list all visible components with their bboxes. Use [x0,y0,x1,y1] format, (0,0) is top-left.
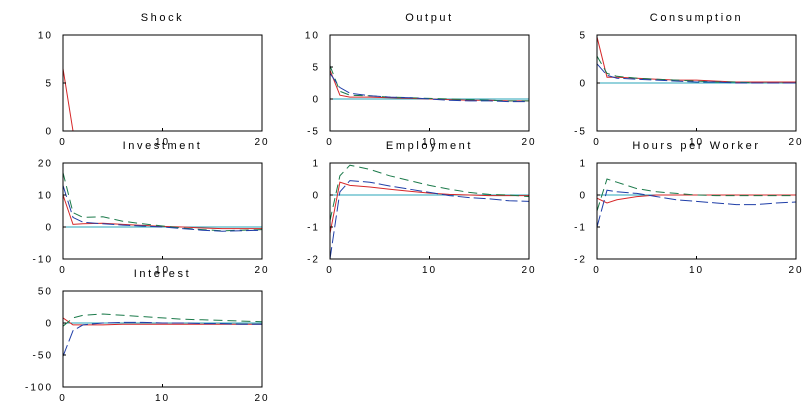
y-tick-label: -2 [574,255,587,266]
y-tick-label: -1 [574,223,587,234]
chart-panel-6: Interest -100 -50 0 50 0 10 20 [25,268,269,404]
plot-frame [329,162,530,260]
y-tick-label: 10 [305,31,320,42]
y-tick-label: -5 [574,127,587,138]
chart-title: Output [405,12,454,24]
series-line-blue [597,63,796,84]
y-tick-label: 0 [45,223,53,234]
series-line-red [63,68,262,131]
chart-title: Shock [141,12,185,24]
x-tick-label: 0 [59,393,67,404]
series-group [330,65,529,103]
series-line-blue [330,73,529,103]
y-tick-label: 10 [38,31,53,42]
series-line-red [597,36,796,83]
x-tick-label: 0 [593,137,601,148]
y-tick-label: 5 [579,31,587,42]
plot-frame [62,162,263,260]
chart-title: Employment [386,140,473,152]
y-tick-label: 0 [45,127,53,138]
chart-panel-2: Consumption -5 0 5 0 10 20 [574,12,803,148]
plot-frame [62,34,263,132]
series-group [63,68,262,131]
y-tick-label: 5 [312,63,320,74]
chart-panel-3: Investment -10 0 10 20 0 10 20 [33,140,269,276]
x-tick-label: 0 [593,265,601,276]
y-tick-label: 0 [579,79,587,90]
y-tick-label: -10 [33,255,53,266]
series-line-green [63,313,262,327]
x-tick-label: 20 [788,137,803,148]
y-tick-label: -2 [307,255,320,266]
y-tick-label: -5 [307,127,320,138]
series-line-blue [63,321,262,357]
series-line-red [597,194,796,204]
series-line-red [330,181,529,234]
series-line-red [63,317,262,326]
x-tick-label: 0 [59,137,67,148]
chart-panel-1: Output -5 0 5 10 0 10 20 [305,12,536,148]
x-tick-label: 10 [155,393,170,404]
x-tick-label: 10 [422,137,437,148]
series-group [63,172,262,232]
y-tick-label: 0 [312,95,320,106]
x-tick-label: 10 [689,137,704,148]
y-tick-label: -100 [25,383,53,394]
y-tick-label: 0 [45,319,53,330]
series-line-blue [330,180,529,259]
y-tick-label: 1 [312,159,320,170]
plot-frame [596,162,797,260]
x-tick-label: 20 [254,137,269,148]
chart-title: Interest [134,268,192,280]
x-tick-label: 10 [155,137,170,148]
chart-title: Investment [123,140,203,152]
x-tick-label: 10 [422,265,437,276]
series-line-green [597,178,796,212]
series-line-blue [63,185,262,232]
series-group [63,313,262,357]
x-tick-label: 0 [59,265,67,276]
series-line-red [63,194,262,230]
chart-title: Consumption [650,12,743,24]
x-tick-label: 10 [689,265,704,276]
chart-title: Hours per Worker [632,140,760,152]
x-tick-label: 0 [326,137,334,148]
y-tick-label: 0 [312,191,320,202]
x-tick-label: 0 [326,265,334,276]
series-group [597,36,796,84]
x-tick-label: 20 [521,265,536,276]
series-line-green [330,164,529,221]
series-line-blue [597,189,796,228]
x-tick-label: 10 [155,265,170,276]
chart-panel-0: Shock 0 5 10 0 10 20 [38,12,269,148]
series-group [597,178,796,228]
y-tick-label: -50 [33,351,53,362]
y-tick-label: 20 [38,159,53,170]
x-tick-label: 20 [788,265,803,276]
y-tick-label: 1 [579,159,587,170]
plot-frame [329,34,530,132]
y-tick-label: 5 [45,79,53,90]
y-tick-label: 0 [579,191,587,202]
series-line-red [330,70,529,102]
plot-frame [62,290,263,388]
y-tick-label: 10 [38,191,53,202]
y-tick-label: 50 [38,287,53,298]
series-line-green [63,172,262,232]
series-group [330,164,529,259]
series-line-green [330,65,529,102]
x-tick-label: 20 [521,137,536,148]
x-tick-label: 20 [254,393,269,404]
y-tick-label: -1 [307,223,320,234]
x-tick-label: 20 [254,265,269,276]
